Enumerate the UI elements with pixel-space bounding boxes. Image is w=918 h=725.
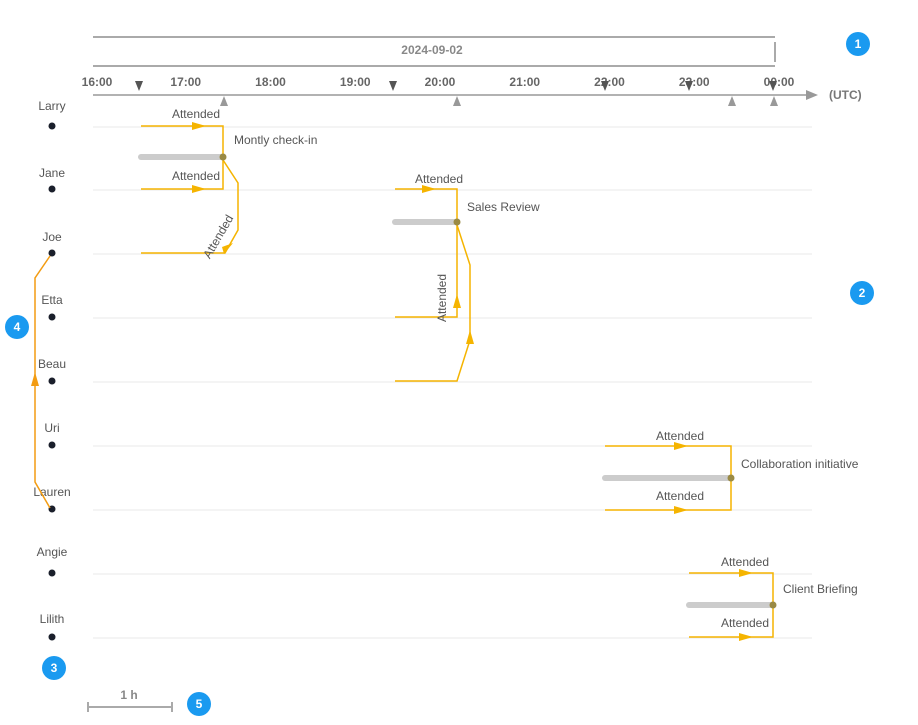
flow-arrow [674, 442, 688, 450]
attendance-label: Attended [172, 169, 220, 183]
person-dot [48, 377, 56, 385]
attendance-label: Attended [721, 555, 769, 569]
person-dot [48, 569, 56, 577]
person-name: Lauren [33, 485, 70, 499]
end-marker [728, 96, 736, 106]
flow-arrow [739, 569, 753, 577]
time-label: 17:00 [170, 75, 201, 89]
callout-badge [42, 656, 66, 680]
person-name: Lilith [40, 612, 65, 626]
time-label: 16:00 [82, 75, 113, 89]
flow-arrow [31, 372, 39, 386]
flow-arrow [192, 185, 206, 193]
person-name: Etta [41, 293, 63, 307]
person-dot [48, 122, 56, 130]
time-label: 20:00 [425, 75, 456, 89]
person-dot [48, 441, 56, 449]
attendance-link [141, 157, 224, 190]
end-marker [770, 96, 778, 106]
attendance-link [395, 188, 458, 222]
attendance-label: Attended [721, 616, 769, 630]
callout-badge [846, 32, 870, 56]
attendance-link [395, 222, 458, 318]
person-dot [48, 249, 56, 257]
time-label: 21:00 [509, 75, 540, 89]
time-label: 22:00 [594, 75, 625, 89]
person-name: Angie [37, 545, 68, 559]
time-label: 18:00 [255, 75, 286, 89]
start-marker [389, 81, 397, 91]
callout-badge [187, 692, 211, 716]
attendance-label: Attended [172, 107, 220, 121]
flow-arrow [222, 243, 233, 254]
meeting-point [769, 601, 777, 609]
end-marker [220, 96, 228, 106]
start-marker [769, 81, 777, 91]
flow-arrow [739, 633, 753, 641]
attendance-label: Attended [656, 429, 704, 443]
callout-number: 3 [51, 661, 58, 675]
time-axis-arrow [806, 90, 818, 100]
flow-arrow [422, 185, 436, 193]
meeting-point [727, 474, 735, 482]
scale-label: 1 h [120, 688, 137, 702]
start-marker [135, 81, 143, 91]
callout-number: 5 [196, 697, 203, 711]
person-name: Joe [42, 230, 62, 244]
attendance-label: Attended [435, 274, 449, 322]
meeting-point [219, 153, 227, 161]
attendance-link [141, 125, 224, 157]
flow-arrow [466, 330, 474, 344]
time-unit: (UTC) [829, 88, 862, 102]
callout-number: 2 [859, 286, 866, 300]
attendance-link [605, 445, 732, 478]
attendance-label: Attended [415, 172, 463, 186]
person-dot [48, 633, 56, 641]
time-label: 23:00 [679, 75, 710, 89]
flow-arrow [674, 506, 688, 514]
person-dot [48, 185, 56, 193]
attendance-link [689, 572, 774, 605]
attendance-link [605, 478, 732, 511]
flow-arrow [192, 122, 206, 130]
time-label: 19:00 [340, 75, 371, 89]
flow-arrow [453, 294, 461, 308]
person-name: Beau [38, 357, 66, 371]
callout-number: 4 [14, 320, 21, 334]
attendance-link [689, 605, 774, 638]
meeting-title: Client Briefing [783, 582, 858, 596]
person-name: Jane [39, 166, 65, 180]
callout-number: 1 [855, 37, 862, 51]
person-dot [48, 313, 56, 321]
date-label: 2024-09-02 [401, 43, 463, 57]
attendance-label: Attended [656, 489, 704, 503]
meeting-title: Sales Review [467, 200, 540, 214]
end-marker [453, 96, 461, 106]
start-marker [685, 81, 693, 91]
meeting-point [453, 218, 461, 226]
person-name: Larry [38, 99, 65, 113]
meeting-title: Montly check-in [234, 133, 317, 147]
time-label: 00:00 [764, 75, 795, 89]
meeting-title: Collaboration initiative [741, 457, 859, 471]
callout-badge [5, 315, 29, 339]
start-marker [601, 81, 609, 91]
attendance-link [141, 159, 239, 254]
callout-badge [850, 281, 874, 305]
person-name: Uri [44, 421, 59, 435]
